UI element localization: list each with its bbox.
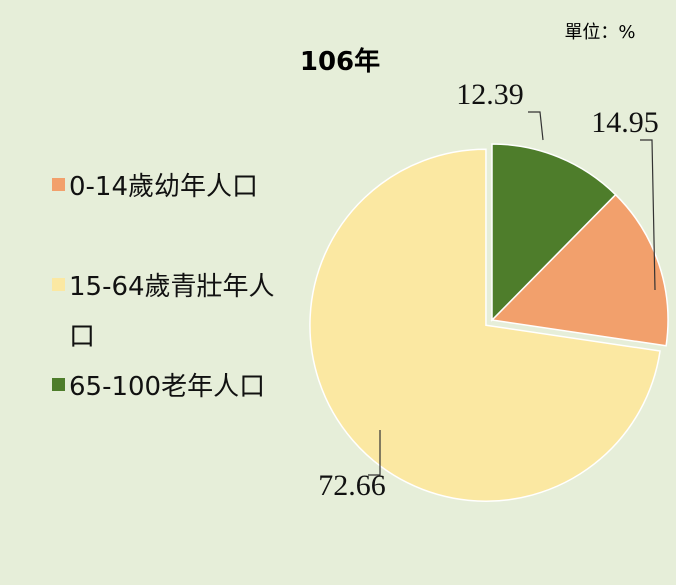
data-label: 12.39 xyxy=(456,78,524,111)
pie-slice xyxy=(490,193,669,347)
data-label: 14.95 xyxy=(591,106,659,139)
leader-line xyxy=(528,111,544,141)
legend-label: 0-14歲幼年人口 xyxy=(69,172,259,202)
legend-swatch xyxy=(52,178,65,191)
leader-line xyxy=(640,139,656,291)
legend-label: 65-100老年人口 xyxy=(69,372,266,402)
pie-slice xyxy=(491,143,617,322)
pie-slice xyxy=(309,148,661,502)
chart-title: 106年 xyxy=(300,46,380,77)
data-label: 72.66 xyxy=(318,469,386,502)
legend-swatch xyxy=(52,378,65,391)
legend-label: 15-64歲青壯年人口 xyxy=(69,272,275,352)
unit-label: 單位：% xyxy=(564,22,635,43)
legend-swatch xyxy=(52,278,65,291)
leader-line xyxy=(368,430,381,476)
